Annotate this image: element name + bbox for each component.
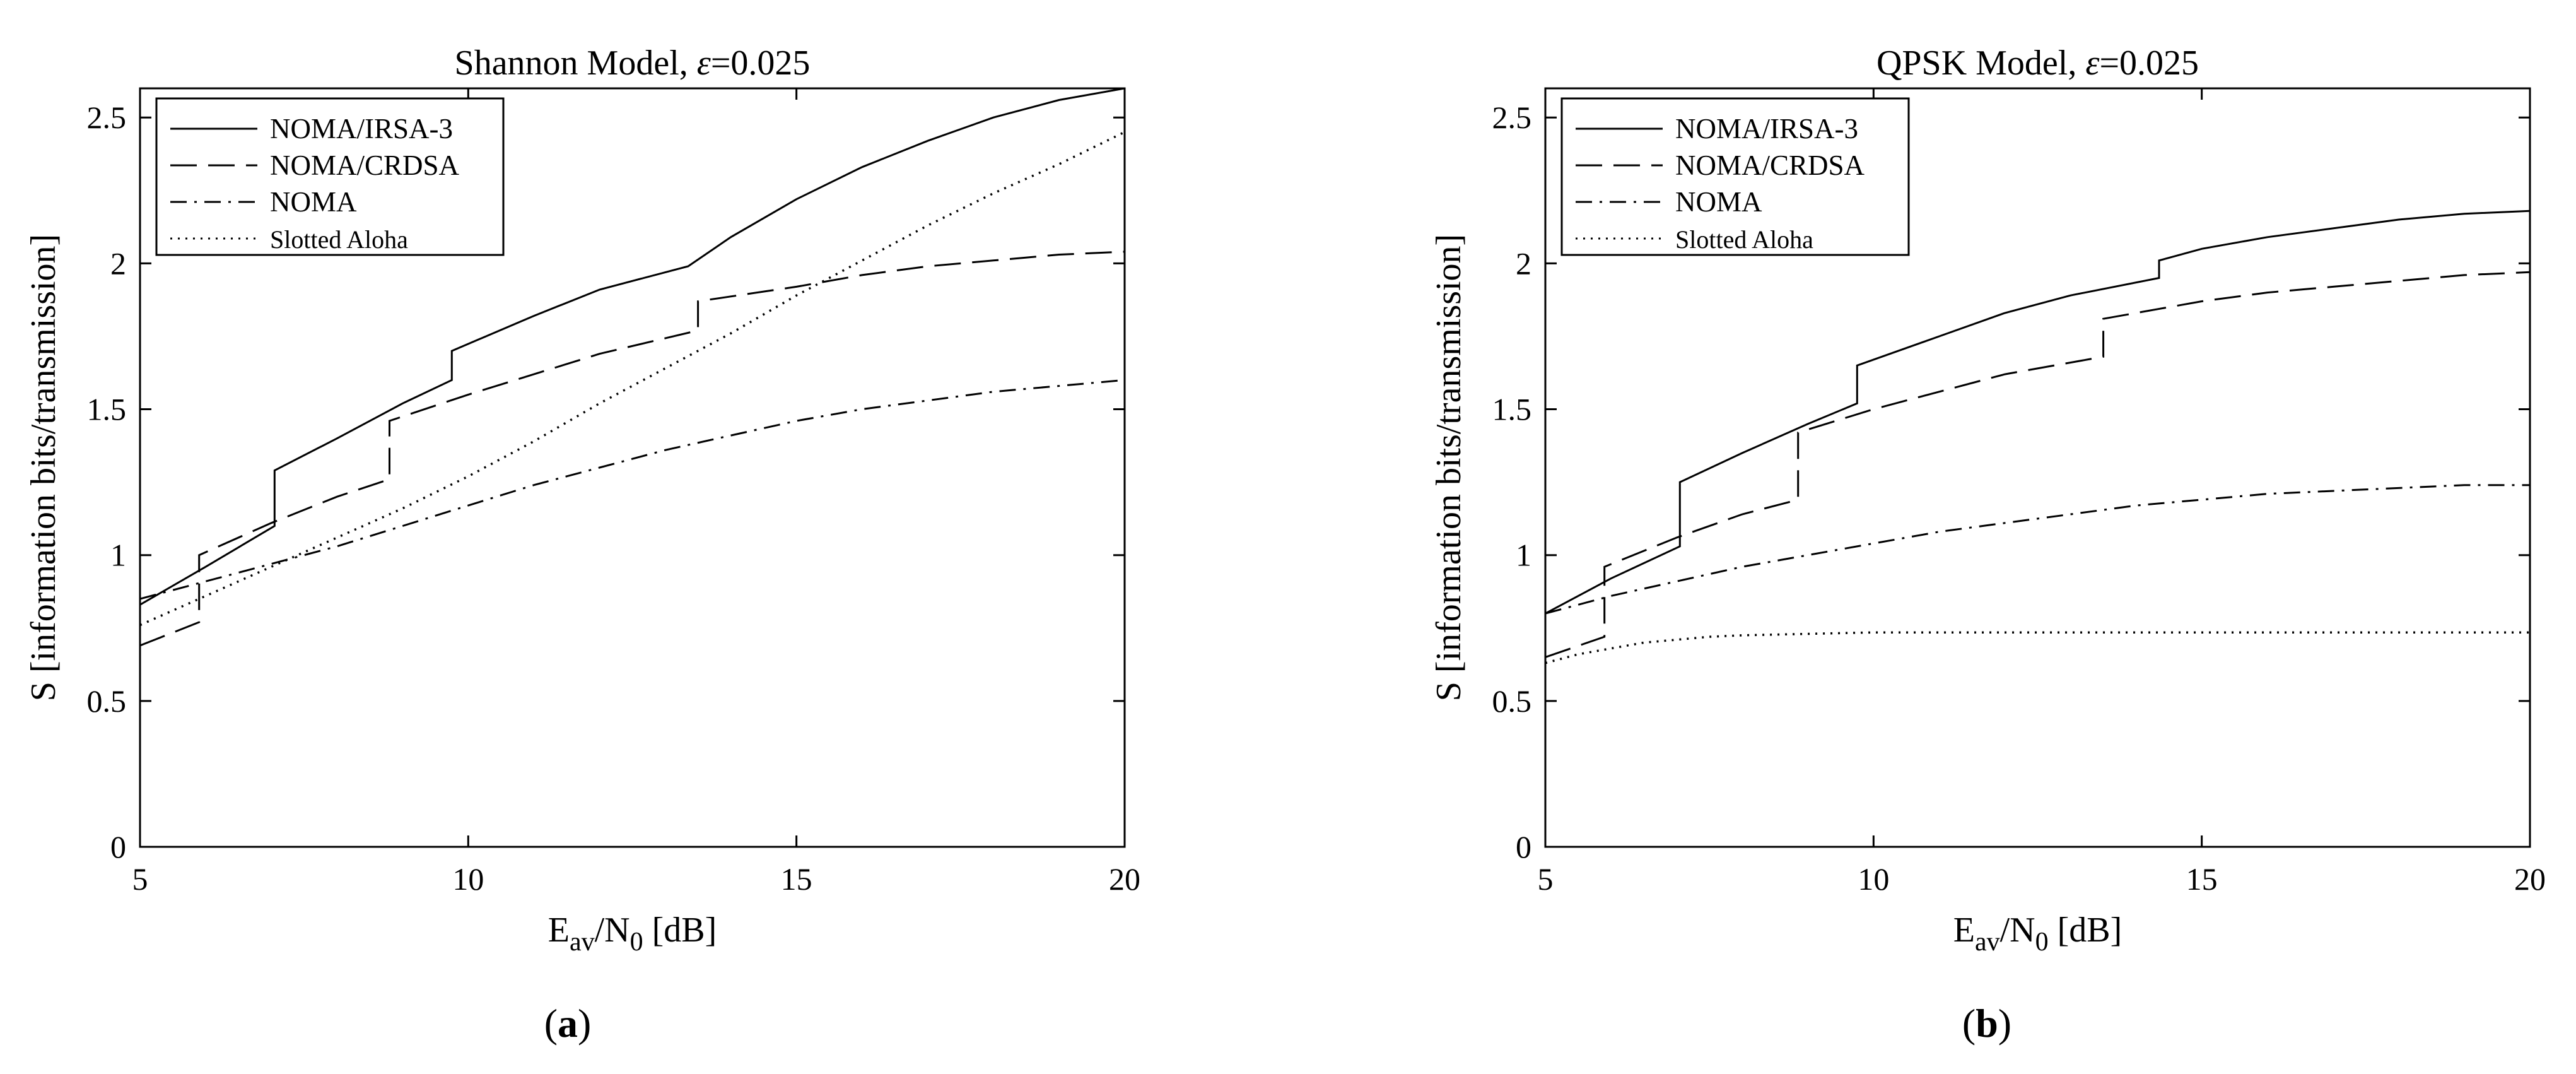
panel-b-series-line-0 (1545, 209, 2530, 615)
panel-b-x-label-e: E (1953, 911, 1975, 950)
panel-label-b-letter: b (1976, 1001, 1998, 1046)
panel-a-legend-box (155, 97, 505, 256)
panel-a-y-tick-label-0: 0 (110, 829, 126, 865)
panel-a-x-label-n: /N (595, 911, 630, 950)
panel-b-y-tick-label-4: 2 (1516, 245, 1531, 281)
panel-b-axes-frame (1544, 87, 2531, 848)
panel-b-y-axis-label: S [information bits/transmission] (1429, 234, 1468, 701)
panel-b-x-label-unit: [dB] (2049, 911, 2122, 950)
panel-b-legend-box (1560, 97, 1910, 256)
panel-b-x-label-n: /N (2000, 911, 2035, 950)
panel-a-title-value: =0.025 (711, 44, 811, 83)
panel-a-title-text: Shannon Model, (455, 44, 697, 83)
panel-a-x-label-sub-0: 0 (630, 928, 643, 957)
panel-b-x-tick-label-2: 15 (2186, 861, 2218, 897)
panel-b-legend-label-3: Slotted Aloha (1675, 225, 1813, 254)
panel-a-y-tick-label-1: 0.5 (87, 683, 127, 719)
panel-b-x-axis-label: Eav/N0 [dB] (1953, 911, 2122, 957)
panel-a-y-tick-label-2: 1 (110, 538, 126, 573)
panel-a-x-label-sub-av: av (570, 928, 595, 957)
panel-b-series-line-2 (1545, 484, 2530, 615)
panel-b-y-tick-label-0: 0 (1516, 829, 1531, 865)
panel-a-x-axis-label: Eav/N0 [dB] (548, 911, 717, 957)
panel-b-y-tick-label-2: 1 (1516, 538, 1531, 573)
panel-b-y-tick-label-3: 1.5 (1492, 392, 1532, 427)
panel-a-x-label-unit: [dB] (643, 911, 717, 950)
panel-a-legend-label-1: NOMA/CRDSA (270, 150, 460, 181)
panel-a-legend-label-2: NOMA (270, 186, 357, 218)
panel-a-y-tick-label-4: 2 (110, 245, 126, 281)
panel-b-x-tick-label-1: 10 (1858, 861, 1889, 897)
panel-b-series-line-3 (1545, 631, 2530, 664)
panel-label-a-letter: a (558, 1001, 578, 1046)
panel-a-series-line-0 (140, 88, 1125, 606)
panel-b-y-tick-label-1: 0.5 (1492, 683, 1532, 719)
panel-a-series-line-2 (140, 379, 1125, 600)
panel-b-legend-label-0: NOMA/IRSA-3 (1675, 113, 1858, 145)
panel-b-x-label-sub-0: 0 (2035, 928, 2049, 957)
panel-b-title-value: =0.025 (2099, 44, 2199, 83)
panel-b-legend-label-1: NOMA/CRDSA (1675, 150, 1865, 181)
panel-b-legend-label-2: NOMA (1675, 186, 1762, 218)
panel-b-title: QPSK Model, ε=0.025 (1876, 44, 2199, 83)
panel-label-b: (b) (1962, 1001, 2012, 1046)
panel-b-x-tick-label-0: 5 (1538, 861, 1554, 897)
panel-a-title: Shannon Model, ε=0.025 (455, 44, 811, 83)
panel-a-series-line-1 (140, 251, 1125, 647)
panel-a-x-label-e: E (548, 911, 570, 950)
panel-b-x-label-sub-av: av (1975, 928, 2000, 957)
panel-a-x-tick-label-1: 10 (452, 861, 484, 897)
panel-b-title-epsilon: ε (2085, 44, 2100, 83)
panel-b-y-tick-label-5: 2.5 (1492, 100, 1532, 135)
panel-a-x-tick-label-3: 20 (1109, 861, 1140, 897)
panel-a-legend-label-0: NOMA/IRSA-3 (270, 113, 453, 145)
panel-a-legend-label-3: Slotted Aloha (270, 225, 408, 254)
panel-b-title-text: QPSK Model, (1876, 44, 2085, 83)
panel-a-x-tick-label-2: 15 (781, 861, 812, 897)
panel-b-x-tick-label-3: 20 (2514, 861, 2546, 897)
panel-a-title-epsilon: ε (697, 44, 711, 83)
panel-a-y-axis-label: S [information bits/transmission] (24, 234, 63, 701)
panel-b-series-line-1 (1545, 271, 2530, 658)
panel-a-y-tick-label-5: 2.5 (87, 100, 127, 135)
panel-a-axes-frame (139, 87, 1126, 848)
panel-a-y-tick-label-3: 1.5 (87, 392, 127, 427)
panel-label-a: (a) (544, 1001, 592, 1046)
panel-a-x-tick-label-0: 5 (132, 861, 148, 897)
